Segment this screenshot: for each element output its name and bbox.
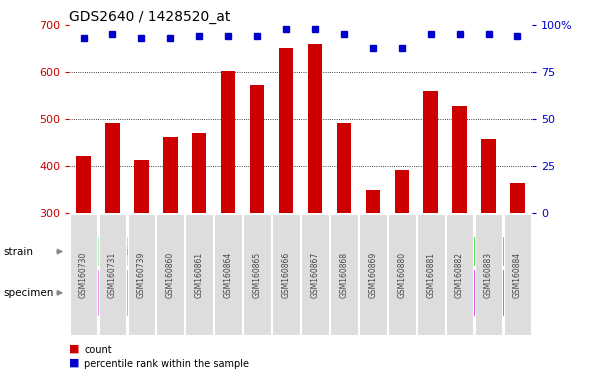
- Text: XBP1s transgenic: XBP1s transgenic: [324, 247, 421, 257]
- Bar: [192, 133, 207, 213]
- Text: B cell: B cell: [198, 288, 229, 298]
- Bar: [214, 236, 532, 267]
- Text: GSM160739: GSM160739: [137, 252, 146, 298]
- Text: GSM160864: GSM160864: [224, 252, 233, 298]
- Bar: [510, 182, 525, 213]
- Bar: [279, 48, 293, 213]
- Bar: [424, 91, 438, 213]
- Text: GSM160860: GSM160860: [166, 252, 175, 298]
- Bar: [69, 236, 214, 267]
- Text: GSM160881: GSM160881: [426, 252, 435, 298]
- Text: GSM160731: GSM160731: [108, 252, 117, 298]
- Bar: [308, 44, 322, 213]
- Text: wild type: wild type: [116, 247, 167, 257]
- Text: GSM160861: GSM160861: [195, 252, 204, 298]
- Bar: [453, 106, 467, 213]
- Text: GSM160880: GSM160880: [397, 252, 406, 298]
- Text: GSM160865: GSM160865: [252, 252, 261, 298]
- Text: specimen: specimen: [3, 288, 53, 298]
- Text: GSM160867: GSM160867: [311, 252, 320, 298]
- Text: GSM160866: GSM160866: [281, 252, 290, 298]
- Bar: [358, 269, 532, 317]
- Bar: [250, 85, 264, 213]
- Text: strain: strain: [3, 247, 33, 257]
- Text: ■: ■: [69, 343, 79, 353]
- Bar: [365, 190, 380, 213]
- Bar: [481, 139, 496, 213]
- Text: tumor: tumor: [429, 288, 462, 298]
- Text: percentile rank within the sample: percentile rank within the sample: [84, 359, 249, 369]
- Text: GSM160884: GSM160884: [513, 252, 522, 298]
- Text: GSM160882: GSM160882: [455, 252, 464, 298]
- Bar: [105, 123, 120, 213]
- Bar: [134, 161, 148, 213]
- Text: GDS2640 / 1428520_at: GDS2640 / 1428520_at: [69, 10, 231, 24]
- Text: GSM160883: GSM160883: [484, 252, 493, 298]
- Text: GSM160868: GSM160868: [340, 252, 349, 298]
- Text: count: count: [84, 344, 112, 354]
- Bar: [394, 170, 409, 213]
- Text: GSM160869: GSM160869: [368, 252, 377, 298]
- Bar: [221, 71, 236, 213]
- Bar: [337, 123, 351, 213]
- Bar: [69, 269, 358, 317]
- Bar: [163, 137, 177, 213]
- Text: ■: ■: [69, 358, 79, 367]
- Bar: [76, 156, 91, 213]
- Text: GSM160730: GSM160730: [79, 252, 88, 298]
